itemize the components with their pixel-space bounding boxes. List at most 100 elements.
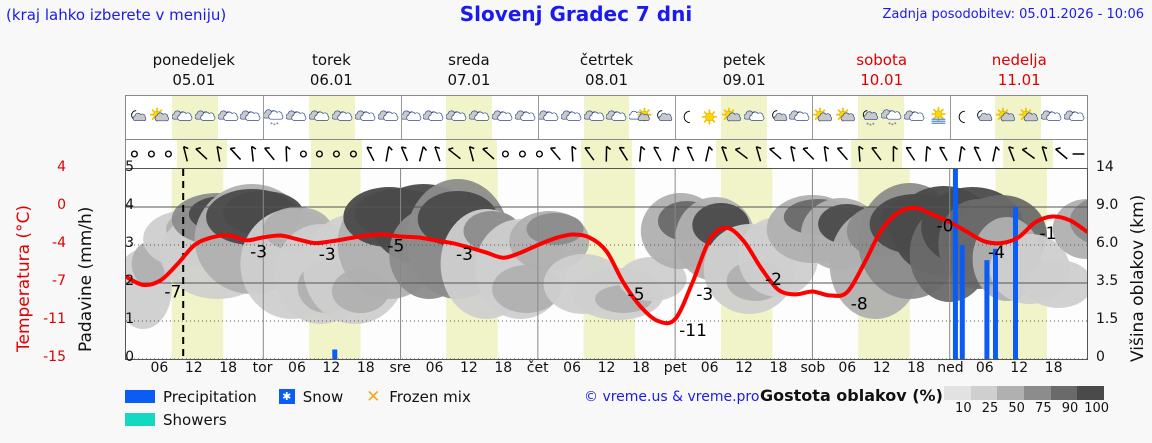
precipitation-tick-2: 3 [125,235,134,251]
day-name: četrtek [579,51,634,69]
weather-icon-moon [949,96,973,139]
weather-icon-moon [675,96,698,139]
weather-icon-cloud [1063,96,1087,139]
x-tick-label: 12 [460,360,478,376]
weather-icon-cloud [423,96,446,139]
x-tick-label: 18 [769,360,788,376]
precipitation-bar [1012,207,1018,359]
cloud-height-axis-title: Višina oblakov (km) [1128,194,1148,362]
wind-barb-barb [564,140,581,168]
wind-barb-barb [749,140,767,168]
weather-icon-cloud [606,96,630,139]
weather-icon-cloud [468,96,492,139]
wind-barb-barb [1002,140,1020,168]
temperature-label: -2 [765,270,782,290]
weather-icon-cloud [400,96,424,139]
wind-barb-barb [446,140,464,168]
precipitation-axis-title: Padavine (mm/h) [76,206,96,352]
x-tick-label: 06 [288,360,306,376]
day-column-nedelja: nedelja 11.01 [950,50,1088,92]
meteogram-svg: -7-3-5-3-3-5-3-11-2-8-0-4-1-8-2-7 [126,169,1087,359]
temperature-tick-2: -4 [52,235,66,251]
weather-icon-cloud [445,96,470,139]
day-column-ponedeljek: ponedeljek 05.01 [125,50,263,92]
wind-barb-barb [918,140,935,168]
wind-barb-calm [497,140,514,168]
x-tick-label: sre [389,360,411,376]
wind-barb-calm [531,140,548,168]
svg-text:✳: ✳ [888,121,891,125]
x-tick-label: čet [526,360,549,376]
day-header-row: ponedeljek 05.01 torek 06.01 sreda 07.01 četrt… [125,50,1088,92]
weather-icon-sun-cloud [835,96,858,139]
precipitation-bar [952,169,958,359]
temperature-curve [126,205,1087,326]
legend-row-1: Precipitation ✱ Snow ✕ Frozen mix [125,385,555,408]
wind-barb-barb [666,140,683,168]
cloud-density-level-label: 75 [1035,401,1052,416]
wind-barb-barb [732,140,750,168]
weather-icon-cloud [217,96,241,139]
weather-icon-cloud [537,96,561,139]
wind-barb-barb [649,140,666,168]
cloud-height-tick-1: 9.0 [1096,197,1119,213]
x-tick-label: 06 [700,360,719,376]
cloud-density-field [126,179,1087,329]
wind-barb-barb [969,140,986,168]
weather-icon-cloud [171,96,195,139]
x-tick-label: 06 [563,360,582,376]
frozen-mix-x-icon: ✕ [366,386,381,407]
x-tick-label: 12 [597,360,616,376]
weather-icon-cloud [743,96,767,139]
weather-icon-cloud [514,96,538,139]
wind-barb-barb [379,140,396,168]
wind-barb-barb [244,140,261,168]
day-date: 08.01 [585,71,628,89]
wind-barb-barb [952,140,969,168]
wind-barb-barb [817,140,834,168]
temperature-label: -1 [1040,224,1057,244]
day-separator [812,96,814,139]
weather-icon-cloud [240,96,263,139]
precipitation-legend: Precipitation ✱ Snow ✕ Frozen mix Shower… [125,385,555,435]
x-tick-label: 06 [975,360,994,376]
x-tick-label: pet [663,360,687,376]
weather-icon-cloud [285,96,309,139]
wind-barb-calm [328,140,346,168]
weather-icon-cloud [789,96,812,139]
weather-icon-cloud [583,96,607,139]
weather-icon-moon-cloud-snow: ✳ ✳ ✳ [858,96,881,139]
wind-barb-barb [800,140,817,168]
wind-barb-barb [716,140,733,168]
weather-icon-moon-cloud [972,96,995,139]
weather-icon-cloud [560,96,584,139]
wind-barb-barb [227,140,244,168]
wind-barb-barb [463,140,481,168]
cloud-blob [617,257,687,301]
legend-item-frozen-mix: ✕ Frozen mix [365,387,471,407]
svg-text:✳: ✳ [894,121,897,125]
x-tick-label: 18 [356,360,375,376]
x-tick-label: tor [252,360,273,376]
wind-barb-calm [345,140,363,168]
weather-icon-cloud [903,96,927,139]
cloud-density-swatch-50 [997,386,1025,400]
x-tick-label: 18 [1044,360,1063,376]
top-bar: (kraj lahko izberete v meniju) Slovenj G… [0,0,1152,30]
cloud-density-level-label: 100 [1084,401,1110,416]
weather-icon-sun-cloud [812,96,835,139]
x-tick-label: sob [800,360,826,376]
showers-swatch [125,413,155,426]
credit-text[interactable]: © vreme.us & vreme.pro [584,389,760,405]
x-tick-label: 12 [1010,360,1029,376]
cloud-height-tick-5: 0 [1096,349,1105,365]
cloud-height-tick-2: 6.0 [1096,235,1119,251]
weather-icon-sun-cloud [995,96,1019,139]
wind-barb-calm [295,140,312,168]
temperature-tick-4: -11 [43,311,66,327]
wind-barb-barb [547,140,564,168]
wind-barb-barb [413,140,430,168]
weather-icon-strip: ✳ ✳ ✳ ✳ ✳ ✳ ✳ ✳ ✳ [125,95,1088,140]
wind-barb-barb [1053,140,1070,168]
legend-row-2: Showers [125,408,555,431]
